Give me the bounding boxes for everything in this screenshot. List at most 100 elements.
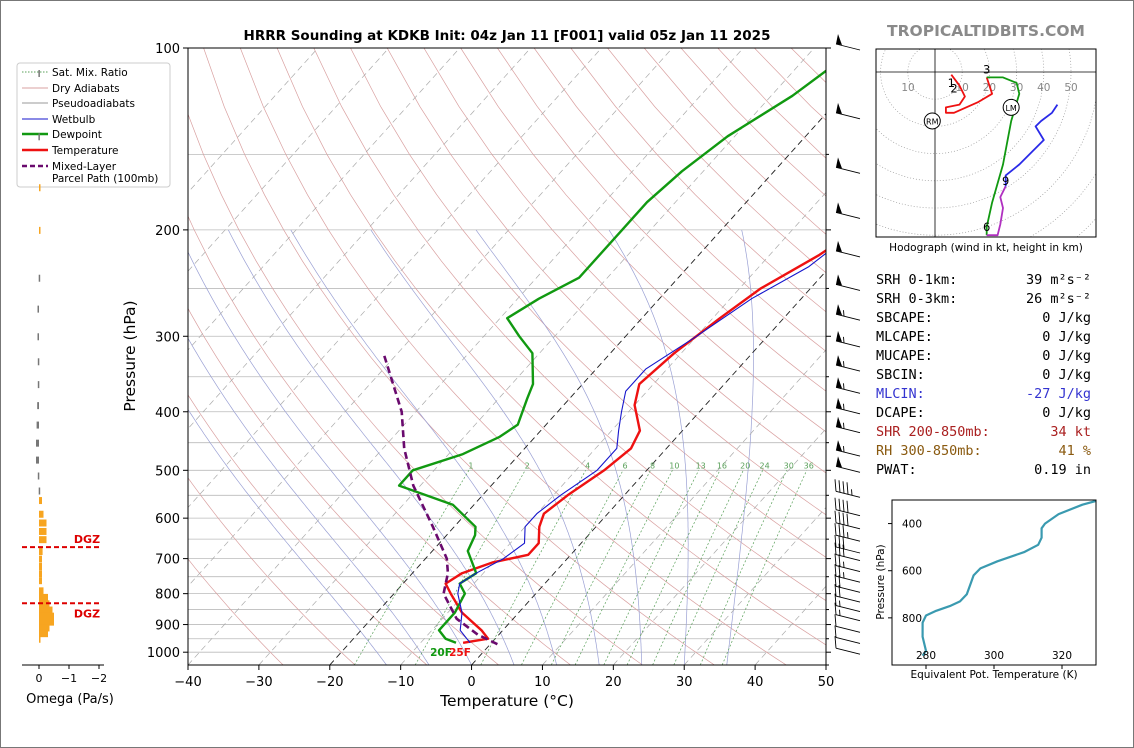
x-tick-label: 20	[605, 675, 622, 690]
stat-row: MLCAPE: 0 J/kg	[876, 329, 1091, 348]
omega-bar	[37, 402, 39, 410]
x-tick-label: −30	[245, 675, 272, 690]
legend-label: Temperature	[51, 145, 119, 157]
stat-value: 0 J/kg	[1042, 405, 1091, 421]
omega-bar	[39, 519, 47, 527]
legend-label-line: Pseudoadiabats	[52, 98, 135, 110]
wind-barb-staff	[835, 364, 861, 372]
wind-barb-flag	[838, 565, 841, 578]
omega-bar	[39, 555, 42, 563]
wind-barb-flag	[834, 510, 837, 523]
legend-label: Wetbulb	[52, 114, 96, 126]
omega-bar	[38, 70, 40, 78]
hodo-segment-3-6km	[985, 76, 1021, 236]
wind-barb-flag	[834, 523, 837, 536]
legend-label-line: Wetbulb	[52, 114, 96, 126]
wind-barb-pennant	[836, 330, 842, 342]
legend-label: Dewpoint	[52, 129, 102, 141]
omega-bar	[39, 635, 41, 643]
mixing-ratio-line	[353, 470, 470, 665]
wind-barb-flag	[846, 513, 849, 526]
minus20-isotherm	[329, 112, 826, 665]
stat-value: 0 J/kg	[1042, 367, 1091, 383]
wind-barb-half-flag	[843, 336, 845, 343]
dry-adiabat-line	[570, 48, 826, 313]
theta-y-tick-label: 800	[902, 613, 922, 625]
wind-barb-flag	[838, 585, 841, 598]
wind-barb-flag	[834, 636, 837, 649]
wind-barb-half-flag	[843, 383, 845, 390]
mixing-ratio-label: 30	[784, 461, 794, 470]
dgz-label: DGZ	[74, 533, 100, 546]
omega-bar	[39, 624, 50, 632]
omega-bar	[39, 600, 50, 608]
mixing-ratio-label: 16	[717, 461, 727, 470]
legend-label: Pseudoadiabats	[52, 98, 135, 110]
mixing-ratio-line	[721, 470, 808, 665]
wind-barb-pennant	[836, 304, 842, 316]
wind-barb-flag	[842, 525, 845, 538]
wind-barb-pennant	[836, 355, 842, 367]
storm-motion-label: LM	[1005, 104, 1016, 113]
hodo-height-label: 1	[948, 76, 955, 90]
isotherm-line	[258, 48, 815, 665]
dry-adiabat-line	[188, 558, 284, 665]
y-tick-label: 1000	[147, 646, 180, 661]
dgz-label: DGZ	[74, 607, 100, 620]
stat-row: MLCIN: -27 J/kg	[876, 386, 1091, 405]
legend-label: Dry Adiabats	[52, 83, 120, 95]
mixing-ratio-line	[521, 470, 624, 665]
surface-dewpoint-label: 20F	[430, 647, 452, 659]
y-tick-label: 200	[155, 224, 180, 239]
pseudoadiabat-line	[227, 229, 515, 665]
hodo-ring-label-left: 10	[901, 82, 914, 94]
hodo-ring-label: 30	[1010, 82, 1023, 94]
stat-value: 41 %	[1058, 443, 1091, 459]
skewt-plot-area: 1 2 4 6 8 10 13 16 20 24 30 36	[188, 48, 826, 665]
wind-barb-flag	[846, 500, 849, 513]
theta-y-tick-label: 400	[902, 519, 922, 531]
x-tick-label: 40	[747, 675, 764, 690]
omega-bar	[36, 421, 39, 429]
stat-label: DCAPE:	[876, 405, 925, 421]
pseudoadiabat-line	[370, 229, 600, 665]
wind-barb-pennant	[836, 102, 842, 114]
wind-barb-flag	[842, 536, 845, 550]
mixing-ratio-label: 2	[525, 461, 530, 470]
wind-barb-flag	[838, 480, 841, 493]
series-mixed-layer-parcel-path-mb-line	[382, 352, 498, 646]
omega-bar	[39, 562, 42, 570]
x-tick-label: 10	[534, 675, 551, 690]
hodo-ring-label: 40	[1037, 82, 1050, 94]
wind-barb-half-flag	[843, 403, 845, 410]
isotherm-line	[188, 48, 390, 272]
omega-bar	[37, 381, 40, 389]
stat-label: SBCIN:	[876, 367, 925, 383]
dry-adiabat-line	[313, 48, 826, 602]
theta-e-line	[921, 500, 1096, 657]
omega-bar	[39, 612, 54, 620]
dry-adiabat-line	[276, 48, 826, 646]
mixing-ratio-line	[699, 470, 788, 665]
hodo-height-label: 3	[983, 62, 990, 76]
wind-barb-pennant	[836, 274, 842, 286]
stat-row: SRH 0-1km: 39 m²s⁻²	[876, 272, 1091, 291]
wind-barb-flag	[834, 553, 837, 566]
legend: Sat. Mix. Ratio Dry Adiabats Pseudoadiabat…	[16, 62, 171, 188]
wind-barb-half-flag	[843, 310, 845, 317]
pseudoadiabat-line	[188, 251, 472, 665]
wind-barb-half-flag	[847, 532, 849, 539]
mixing-ratio-label: 24	[760, 461, 770, 470]
omega-tick-label: −1	[61, 672, 77, 685]
wind-barb-flag	[838, 575, 841, 588]
wind-barb-staff	[835, 625, 861, 633]
stat-label: RH 300-850mb:	[876, 443, 982, 459]
wind-barb-pennant	[836, 202, 842, 214]
wind-barb-flag	[834, 542, 837, 555]
stat-label: SHR 200-850mb:	[876, 424, 990, 440]
omega-axis-label: Omega (Pa/s)	[26, 692, 114, 707]
wind-barb-flag	[834, 593, 837, 606]
stat-row: SHR 200-850mb: 34 kt	[876, 424, 1091, 443]
stat-value: 0.19 in	[1034, 462, 1091, 478]
